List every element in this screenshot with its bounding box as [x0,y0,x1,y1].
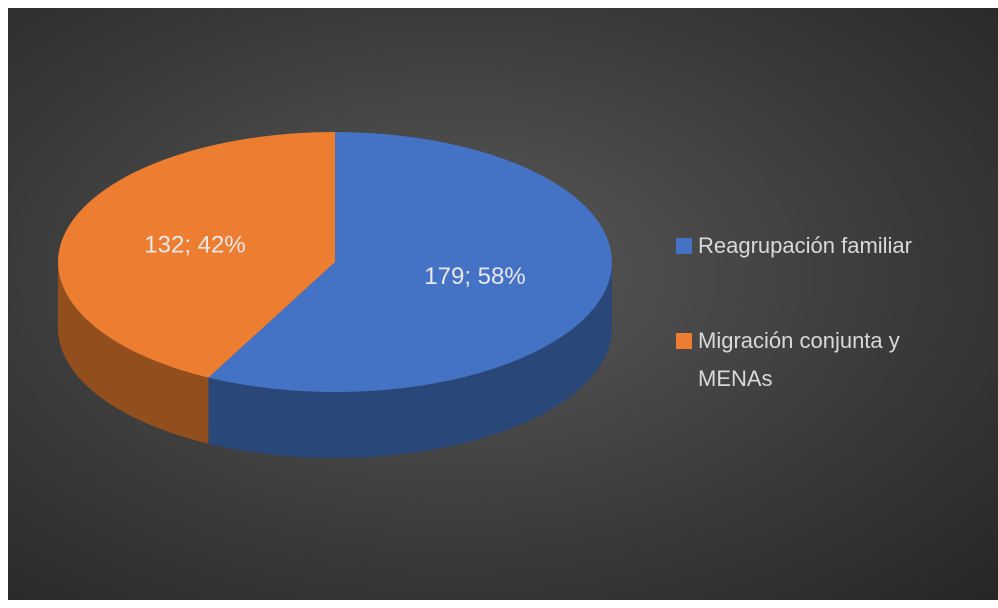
slice-side [208,262,613,458]
slice [208,132,613,458]
legend-label: Reagrupación familiar [698,233,912,258]
slice-top [208,132,612,392]
legend-swatch [676,238,692,254]
data-label: 179; 58% [424,263,525,290]
slice-top [58,132,335,378]
slice-side [58,262,209,444]
slice [58,132,335,444]
legend-swatch [676,333,692,349]
legend-item: Reagrupación familiar [676,227,960,265]
data-label: 132; 42% [144,231,245,258]
legend-item: Migración conjunta y MENAs [676,322,960,398]
legend-label: Migración conjunta y MENAs [698,328,900,391]
